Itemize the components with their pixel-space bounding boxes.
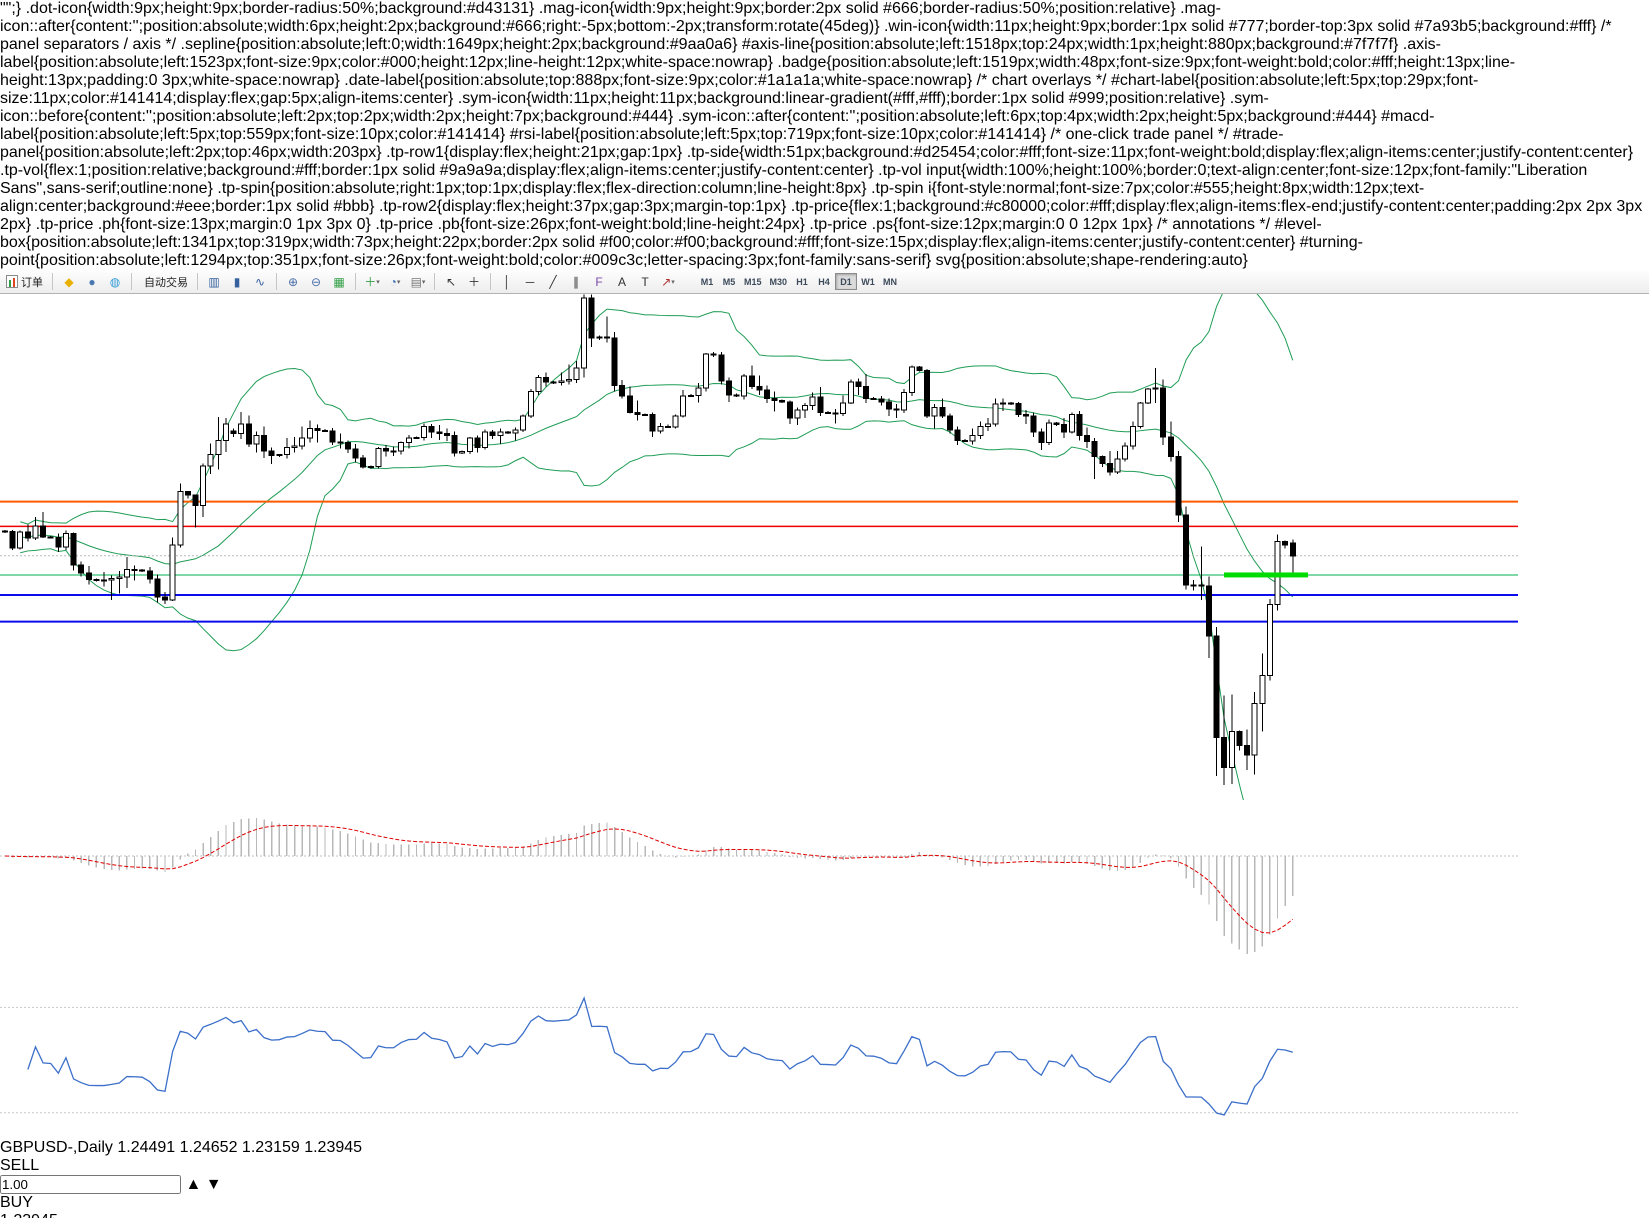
candle-chart-icon[interactable]: ▮ (233, 274, 241, 289)
volume-up-arrow[interactable]: ▲ (185, 1176, 202, 1193)
channel-icon[interactable]: ∥ (573, 274, 579, 289)
chart-symbol-period: GBPUSD-,Daily (0, 1139, 113, 1156)
timeframe-group: M1 M5 M15 M30 H1 H4 D1 W1 MN (696, 273, 901, 290)
favorites-icon[interactable]: ◆ (64, 274, 74, 289)
horizontal-lines (0, 500, 1518, 623)
horizontal-line-icon[interactable]: ─ (525, 274, 535, 289)
sep6 (434, 273, 435, 290)
periods-icon[interactable]: ◔ ▾ (389, 274, 401, 289)
sell-button[interactable]: SELL (0, 1157, 40, 1174)
zoom-out-icon[interactable]: ⊖ (310, 274, 322, 289)
trendline-icon[interactable]: ╱ (549, 274, 557, 289)
timeframe-m15[interactable]: M15 (744, 276, 762, 287)
macd-indicator-canvas[interactable] (0, 805, 1518, 961)
community-icon[interactable]: ◍ (109, 274, 121, 289)
sep5 (355, 273, 356, 290)
macd-histogram (11, 818, 1294, 954)
cursor-icon[interactable]: ↖ (445, 274, 457, 289)
sell-price-pip: 5 (49, 1212, 58, 1218)
profile-icon[interactable]: ● (88, 274, 96, 289)
text-icon[interactable]: A (617, 274, 626, 289)
toolbar-right-group (1631, 272, 1645, 292)
line-chart-icon[interactable]: ∿ (254, 274, 266, 289)
templates-icon[interactable]: ▤ ▾ (410, 274, 426, 289)
timeframe-h4[interactable]: H4 (818, 276, 830, 287)
chart-header: GBPUSD-,Daily 1.24491 1.24652 1.23159 1.… (0, 1139, 1649, 1157)
timeframe-m5[interactable]: M5 (722, 276, 736, 287)
timeframe-m1[interactable]: M1 (700, 276, 714, 287)
tile-windows-icon[interactable]: ▦ (333, 274, 345, 289)
price-chart-canvas[interactable] (0, 270, 1518, 846)
sell-price-big: 94 (31, 1212, 49, 1218)
bollinger-bands (20, 283, 1294, 846)
new-order-button[interactable]: 订单 (2, 272, 47, 292)
indicators-icon[interactable]: ＋ ▾ (364, 275, 380, 289)
rsi-line (27, 996, 1293, 1116)
candles (2, 294, 1296, 785)
timeframe-w1[interactable]: W1 (861, 276, 875, 287)
buy-button[interactable]: BUY (0, 1194, 33, 1211)
new-order-button-icon (6, 275, 18, 288)
volume-input[interactable] (0, 1175, 181, 1194)
main-toolbar: 订单 ◆ ● ◍ 自动交易 ▥ ▮ ∿ ⊕ ⊖ ▦ ＋ ▾ ◔ ▾ ▤ ▾ ↖ ＋ │ ─ ╱ ∥ F A T ↗ ▾ M1 M5 M15 M… (0, 270, 1649, 294)
fibonacci-icon[interactable]: F (595, 274, 603, 289)
timeframe-mn[interactable]: MN (883, 276, 898, 287)
autotrade-button[interactable]: 自动交易 (144, 276, 188, 289)
sell-price-button[interactable]: 1.23945 (0, 1212, 1649, 1218)
sep1 (52, 273, 53, 290)
vertical-line-icon[interactable]: │ (503, 274, 511, 289)
arrows-icon[interactable]: ↗ ▾ (661, 274, 675, 289)
label-icon[interactable]: T (641, 274, 649, 289)
sell-price-head: 1.23 (0, 1212, 31, 1218)
crosshair-icon[interactable]: ＋ (467, 275, 480, 289)
mt4-window: 订单 ◆ ● ◍ 自动交易 ▥ ▮ ∿ ⊕ ⊖ ▦ ＋ ▾ ◔ ▾ ▤ ▾ ↖ ＋ │ ─ ╱ ∥ F A T ↗ ▾ M1 M5 M15 M… (0, 270, 1649, 1218)
sep3 (197, 273, 198, 290)
timeframe-d1[interactable]: D1 (835, 273, 858, 290)
zoom-in-icon[interactable]: ⊕ (287, 274, 299, 289)
support-segment[interactable] (1224, 572, 1308, 578)
timeframe-h1[interactable]: H1 (796, 276, 808, 287)
volume-field: ▲ ▼ (0, 1175, 1649, 1194)
sep4 (276, 273, 277, 290)
sep7 (490, 273, 491, 290)
rsi-indicator-canvas[interactable] (0, 966, 1518, 1134)
chart-ohlc-values: 1.24491 1.24652 1.23159 1.23945 (117, 1139, 363, 1156)
sep2 (131, 273, 132, 290)
bar-chart-icon[interactable]: ▥ (208, 274, 220, 289)
timeframe-m30[interactable]: M30 (769, 276, 788, 287)
macd-signal-line (4, 824, 1294, 934)
one-click-trading-panel: SELL ▲ ▼ BUY 1.23945 1.23999 (0, 1157, 1649, 1218)
volume-down-arrow[interactable]: ▼ (205, 1176, 222, 1193)
